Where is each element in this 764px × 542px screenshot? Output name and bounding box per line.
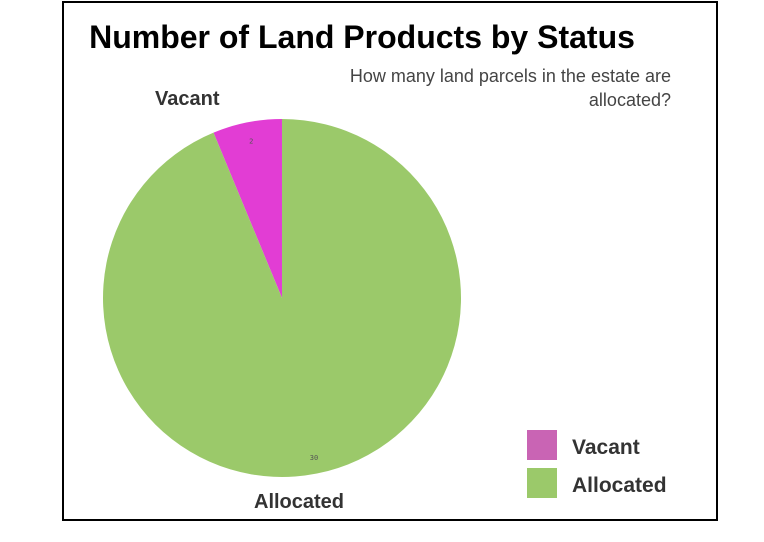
data-label-allocated: 30 xyxy=(310,454,318,462)
legend-label-vacant: Vacant xyxy=(572,436,640,459)
legend-swatch-vacant xyxy=(527,430,557,460)
data-label-vacant: 2 xyxy=(249,138,253,146)
legend-label-allocated: Allocated xyxy=(572,474,667,497)
legend-swatch-allocated xyxy=(527,468,557,498)
slice-label-vacant: Vacant xyxy=(155,88,220,110)
slice-label-allocated: Allocated xyxy=(254,491,345,513)
chart-subtitle: How many land parcels in the estate are … xyxy=(349,66,671,110)
pie-slice-vacant xyxy=(213,119,282,298)
pie-slice-allocated xyxy=(102,119,461,477)
chart-title: Number of Land Products by Status xyxy=(89,19,635,55)
